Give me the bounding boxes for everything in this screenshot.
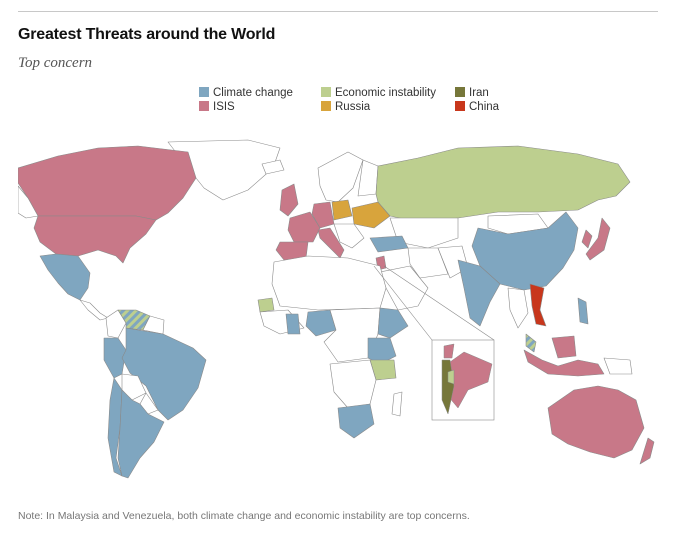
inset-group <box>373 265 495 421</box>
region-indonesia-borneo <box>551 335 577 359</box>
legend-swatch-china <box>455 101 465 111</box>
region-iceland <box>261 159 285 175</box>
region-south-africa <box>337 403 375 439</box>
legend-label: Climate change <box>213 87 293 99</box>
region-canada <box>18 145 197 221</box>
region-madagascar <box>391 391 403 417</box>
region-senegal <box>257 297 275 313</box>
legend-item-isis: ISIS <box>199 101 235 114</box>
region-malaysia <box>525 333 537 353</box>
region-korea <box>581 229 593 249</box>
legend-item-iran: Iran <box>455 87 489 100</box>
region-vietnam <box>529 283 547 327</box>
legend-swatch-iran <box>455 87 465 97</box>
legend-swatch-russia <box>321 101 331 111</box>
inset-lebanon <box>443 343 455 359</box>
region-bolivia <box>121 373 147 401</box>
legend-label: ISIS <box>213 101 235 113</box>
region-balkans <box>333 223 365 249</box>
region-north-africa <box>271 255 387 311</box>
legend-label: Iran <box>469 87 489 99</box>
legend-item-economic-instability: Economic instability <box>321 87 436 100</box>
region-iran <box>407 247 449 279</box>
region-france <box>287 211 321 243</box>
region-alaska <box>18 185 39 219</box>
legend-item-china: China <box>455 101 499 114</box>
region-brazil <box>121 327 207 421</box>
world-map <box>18 139 655 479</box>
region-papua <box>603 357 633 375</box>
region-poland <box>331 199 353 221</box>
legend-label: China <box>469 101 500 113</box>
region-southern-africa <box>329 359 377 409</box>
chart-subtitle: Top concern <box>18 55 93 71</box>
region-germany <box>311 201 335 229</box>
region-ethiopia <box>377 307 409 339</box>
legend-swatch-economic-instability <box>321 87 331 97</box>
legend-label: Russia <box>335 101 371 113</box>
region-india <box>457 259 501 327</box>
region-united-kingdom <box>279 183 299 217</box>
region-colombia <box>105 309 127 339</box>
legend-swatch-isis <box>199 101 209 111</box>
region-ghana <box>285 313 301 335</box>
region-united-states <box>33 215 157 264</box>
region-argentina <box>117 389 165 479</box>
region-philippines <box>577 297 589 325</box>
legend-item-climate-change: Climate change <box>199 87 293 100</box>
legend-swatch-climate-change <box>199 87 209 97</box>
region-nigeria <box>305 309 337 337</box>
chart-title: Greatest Threats around the World <box>18 26 276 43</box>
legend-item-russia: Russia <box>321 101 370 114</box>
region-central-america <box>79 299 109 321</box>
region-russia <box>375 145 631 223</box>
top-rule <box>18 11 658 12</box>
region-ukraine <box>351 201 391 229</box>
region-indonesia <box>523 349 605 377</box>
region-turkey <box>369 235 409 253</box>
region-mexico <box>39 253 91 301</box>
region-new-zealand <box>639 437 655 465</box>
region-southeast-asia <box>507 287 529 329</box>
region-norway-sweden <box>317 151 364 203</box>
inset-palestinian-territories <box>447 369 455 385</box>
footnote: Note: In Malaysia and Venezuela, both cl… <box>18 510 470 522</box>
region-japan <box>585 217 611 261</box>
legend: Climate change ISIS Economic instability… <box>199 87 529 117</box>
legend-label: Economic instability <box>335 87 436 99</box>
region-australia <box>547 385 645 459</box>
